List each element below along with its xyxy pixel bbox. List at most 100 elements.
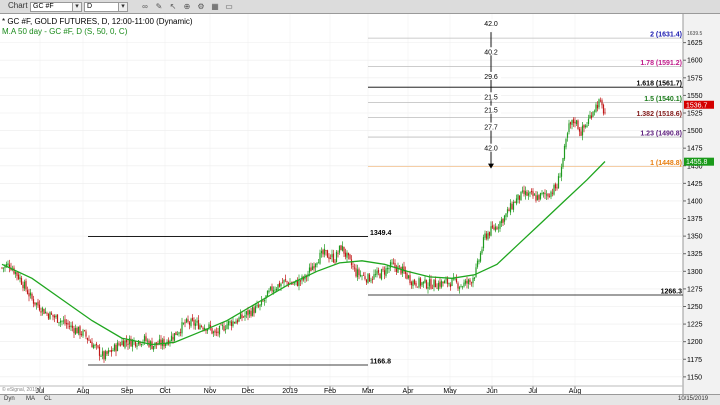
candle-body [344, 252, 347, 257]
candle-body [598, 99, 600, 108]
candle-body [505, 213, 507, 217]
candle-body [376, 270, 378, 275]
level-label: 1166.8 [370, 359, 391, 366]
y-tick-label: 1275 [687, 286, 703, 293]
candle-body [296, 280, 299, 286]
candle-body [457, 283, 459, 289]
candle-body [506, 209, 509, 214]
candle-body [472, 278, 474, 284]
candle-body [542, 192, 545, 194]
candle-body [596, 105, 599, 109]
candle-body [508, 209, 510, 212]
link-icon[interactable]: ∞ [142, 2, 148, 11]
level-label: 1.5 (1540.1) [644, 96, 682, 103]
candle-body [500, 219, 503, 223]
candle-body [418, 278, 420, 288]
candle-body [395, 266, 398, 272]
y-axis-top-tag: 1639.5 [687, 31, 703, 37]
candle-body [328, 256, 330, 260]
candle-body [373, 274, 375, 279]
candle-body [533, 194, 536, 196]
candle-body [163, 338, 165, 347]
candle-body [121, 340, 123, 346]
candle-body [40, 311, 42, 313]
status-tab-dyn[interactable]: Dyn [4, 396, 15, 402]
candle-body [286, 281, 288, 283]
candle-body [175, 331, 177, 336]
status-bar: Dyn MA CL 10/15/2019 [0, 394, 720, 405]
candle-body [260, 300, 263, 305]
candle-body [251, 306, 254, 316]
candle-body [580, 131, 582, 136]
y-tick-label: 1475 [687, 146, 703, 153]
candle-body [499, 221, 501, 229]
window-icon[interactable]: ▭ [225, 2, 233, 11]
status-tab-cl[interactable]: CL [44, 396, 52, 402]
symbol-dropdown-button[interactable]: ▾ [72, 2, 82, 12]
grid-icon[interactable]: ▦ [211, 2, 219, 11]
status-tab-ma[interactable]: MA [26, 396, 35, 402]
candle-body [358, 269, 360, 276]
candle-body [124, 340, 126, 348]
candle-body [458, 287, 461, 290]
candle-body [478, 260, 480, 262]
candle-body [229, 321, 231, 323]
price-chart[interactable]: 1349.4 1166.8 1266.3 1.618 (1561.7) 1.5 (154… [0, 14, 720, 394]
candle-body [368, 274, 371, 282]
interval-dropdown-button[interactable]: ▾ [118, 2, 128, 12]
candle-body [220, 324, 222, 326]
candle-body [193, 320, 195, 326]
candle-body [332, 253, 335, 262]
candle-body [131, 340, 134, 347]
candle-body [566, 133, 569, 138]
candle-body [91, 342, 93, 348]
candle-body [575, 120, 578, 125]
candle-body [475, 267, 477, 277]
candle-body [62, 320, 65, 322]
candle-body [490, 226, 492, 236]
candle-body [443, 280, 446, 284]
candle-body [254, 306, 257, 313]
candle-body [206, 328, 209, 331]
ma-legend: M.A 50 day - GC #F, D (S, 50, 0, C) [2, 27, 128, 36]
zoom-icon[interactable]: ⊕ [183, 2, 191, 11]
x-tick-label: Feb [324, 388, 336, 394]
level-label: 1.618 (1561.7) [636, 81, 682, 88]
candle-body [32, 299, 35, 304]
y-tick-label: 1150 [687, 374, 702, 381]
candle-body [385, 268, 387, 276]
candle-body [415, 282, 417, 286]
candle-body [386, 268, 389, 270]
candle-body [76, 327, 78, 334]
candle-body [410, 282, 413, 286]
candle-body [277, 284, 279, 290]
candle-body [244, 315, 246, 318]
candle-body [374, 274, 377, 276]
x-tick-label: May [443, 388, 457, 394]
cursor-icon[interactable]: ↖ [169, 2, 177, 11]
candle-body [364, 276, 366, 280]
candle-body [370, 280, 372, 282]
candle-body [481, 249, 483, 254]
candle-body [440, 281, 443, 288]
candle-body [502, 218, 504, 223]
y-tick-label: 1600 [687, 58, 703, 65]
draw-icon[interactable]: ✎ [155, 2, 163, 11]
candle-body [316, 262, 318, 265]
candle-body [200, 325, 203, 327]
candle-body [299, 280, 302, 282]
candle-body [208, 324, 210, 328]
candle-body [380, 269, 383, 280]
settings-icon[interactable]: ⚙ [197, 2, 205, 11]
candle-body [322, 250, 324, 255]
y-tick-label: 1300 [687, 269, 703, 276]
candle-body [406, 273, 408, 279]
candle-body [325, 250, 327, 251]
candle-body [532, 191, 534, 197]
candle-body [145, 336, 147, 342]
candle-body [550, 191, 552, 197]
arrow-head [488, 163, 494, 169]
candle-body [493, 227, 495, 230]
arrow-label: 42.0 [484, 146, 498, 153]
candle-body [112, 350, 114, 352]
